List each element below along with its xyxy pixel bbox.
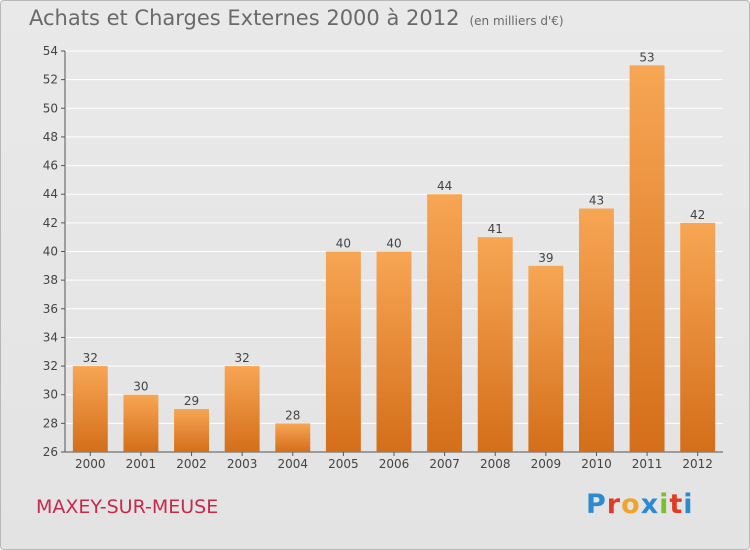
x-tick-label-2008: 2008 bbox=[480, 457, 511, 471]
value-label-2010: 43 bbox=[589, 194, 604, 208]
chart-title: Achats et Charges Externes 2000 à 2012 (e… bbox=[29, 6, 564, 30]
bar-2010 bbox=[578, 208, 614, 452]
x-tick-label-2003: 2003 bbox=[227, 457, 258, 471]
x-tick-label-2011: 2011 bbox=[632, 457, 663, 471]
value-label-2000: 32 bbox=[83, 351, 98, 365]
y-tick-label: 44 bbox=[43, 187, 58, 201]
y-tick-label: 52 bbox=[43, 73, 58, 87]
bar-2008 bbox=[477, 237, 513, 452]
y-tick-label: 32 bbox=[43, 359, 58, 373]
bar-2012 bbox=[680, 222, 716, 452]
value-label-2006: 40 bbox=[386, 237, 401, 251]
y-tick-label: 54 bbox=[43, 44, 58, 58]
value-label-2008: 41 bbox=[488, 222, 503, 236]
y-tick-label: 30 bbox=[43, 388, 58, 402]
y-tick-label: 38 bbox=[43, 273, 58, 287]
value-label-2005: 40 bbox=[336, 237, 351, 251]
bar-2002 bbox=[174, 409, 210, 452]
bar-2004 bbox=[275, 423, 311, 452]
bar-2001 bbox=[123, 394, 159, 452]
x-tick-label-2009: 2009 bbox=[531, 457, 562, 471]
x-tick-label-2001: 2001 bbox=[126, 457, 157, 471]
y-tick-label: 50 bbox=[43, 101, 58, 115]
bar-2000 bbox=[72, 366, 108, 452]
y-tick-label: 46 bbox=[43, 159, 58, 173]
value-label-2009: 39 bbox=[538, 251, 553, 265]
bar-2011 bbox=[629, 65, 665, 453]
y-tick-label: 36 bbox=[43, 302, 58, 316]
bar-2009 bbox=[528, 265, 564, 452]
logo-letter: i bbox=[659, 489, 670, 520]
bar-2006 bbox=[376, 251, 412, 452]
y-tick-label: 28 bbox=[43, 416, 58, 430]
logo-letter: o bbox=[621, 489, 641, 520]
y-tick-label: 40 bbox=[43, 245, 58, 259]
value-label-2011: 53 bbox=[639, 50, 654, 64]
chart-title-text: Achats et Charges Externes 2000 à 2012 bbox=[29, 6, 460, 30]
bar-2003 bbox=[224, 366, 260, 452]
x-tick-label-2012: 2012 bbox=[682, 457, 713, 471]
value-label-2003: 32 bbox=[235, 351, 250, 365]
value-label-2001: 30 bbox=[133, 380, 148, 394]
x-tick-label-2000: 2000 bbox=[75, 457, 106, 471]
y-tick-label: 26 bbox=[43, 445, 58, 459]
logo-letter: x bbox=[640, 489, 660, 520]
x-tick-label-2006: 2006 bbox=[379, 457, 410, 471]
y-tick-label: 48 bbox=[43, 130, 58, 144]
bar-2007 bbox=[427, 194, 463, 452]
chart-unit: (en milliers d'€) bbox=[469, 14, 564, 28]
proxiti-logo: Proxiti bbox=[586, 489, 694, 520]
bar-2005 bbox=[325, 251, 361, 452]
logo-letter: r bbox=[606, 489, 622, 520]
y-tick-label: 42 bbox=[43, 216, 58, 230]
labels: 32 2000 30 2001 29 2002 32 2003 28 2004 40 2005 40 20… bbox=[75, 50, 713, 471]
logo-letter: t bbox=[669, 489, 684, 520]
x-tick-label-2002: 2002 bbox=[176, 457, 207, 471]
value-label-2004: 28 bbox=[285, 408, 300, 422]
logo-letter: i bbox=[683, 489, 694, 520]
x-tick-label-2005: 2005 bbox=[328, 457, 359, 471]
x-tick-label-2004: 2004 bbox=[277, 457, 308, 471]
x-tick-label-2007: 2007 bbox=[429, 457, 460, 471]
value-label-2007: 44 bbox=[437, 179, 452, 193]
y-tick-label: 34 bbox=[43, 330, 58, 344]
value-label-2002: 29 bbox=[184, 394, 199, 408]
commune-name: MAXEY-SUR-MEUSE bbox=[36, 496, 219, 518]
x-tick-label-2010: 2010 bbox=[581, 457, 612, 471]
value-label-2012: 42 bbox=[690, 208, 705, 222]
bars bbox=[72, 65, 716, 453]
logo-letter: P bbox=[586, 489, 607, 520]
